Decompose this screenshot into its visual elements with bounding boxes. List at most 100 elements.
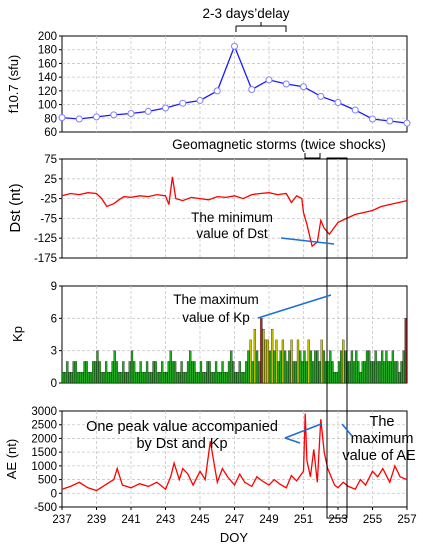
series-f107	[58, 42, 411, 127]
data-point	[300, 83, 307, 91]
kp-bar	[92, 361, 95, 384]
kp-bar	[240, 372, 244, 384]
kp-bar	[85, 361, 88, 384]
kp-bar	[98, 361, 101, 384]
kp-bar	[253, 328, 257, 384]
kp-bar	[396, 361, 399, 384]
kp-bar	[311, 361, 315, 384]
kp-bar	[117, 372, 121, 384]
kp-bar	[191, 361, 194, 384]
kp-bar	[193, 361, 196, 384]
x-tick-label: 253	[328, 514, 347, 526]
kp-bar	[296, 339, 300, 384]
kp-bar	[104, 361, 108, 384]
kp-bar	[128, 361, 131, 384]
kp-bar	[260, 318, 263, 384]
kp-bar	[255, 350, 259, 384]
kp-bar	[238, 361, 241, 384]
kp-bar	[249, 339, 252, 384]
data-point	[196, 96, 204, 104]
annotation-max-ae-1: The	[370, 414, 395, 430]
kp-bar	[210, 372, 213, 384]
x-tick-label: 251	[294, 514, 313, 526]
kp-bar	[245, 361, 248, 384]
pointer-max-kp	[257, 294, 332, 319]
y-ticks-dst: 75 25 -25 -75 -125 -175	[34, 154, 62, 265]
kp-bar	[273, 350, 276, 384]
y-tick-label: 60	[44, 127, 57, 139]
gridlines-ae	[62, 411, 407, 507]
kp-bar	[365, 350, 369, 384]
kp-bar	[288, 350, 291, 384]
delay-bracket	[235, 22, 287, 32]
kp-bar	[385, 350, 388, 384]
x-tick-label: 257	[397, 514, 416, 526]
kp-bar	[301, 361, 304, 384]
annotations: 2-3 days’delay Geomagnetic storms (twice…	[86, 6, 416, 519]
kp-bar	[61, 372, 65, 384]
y-axis-label-ae: AE (nt)	[4, 439, 19, 479]
kp-bar	[180, 361, 183, 384]
x-tick-label: 241	[121, 514, 140, 526]
y-tick-label: 500	[38, 475, 57, 487]
kp-bar	[268, 350, 272, 384]
kp-bar	[251, 361, 254, 384]
kp-bar	[163, 372, 166, 384]
kp-bar	[173, 361, 177, 384]
kp-bar	[219, 372, 222, 384]
kp-bar	[355, 350, 358, 384]
data-point	[282, 80, 290, 88]
kp-bar	[189, 350, 192, 384]
kp-bar	[383, 361, 386, 384]
kp-bar	[137, 372, 140, 384]
kp-bar	[130, 350, 134, 384]
panel-dst: 75 25 -25 -75 -125 -175 Dst (nt)	[7, 154, 408, 265]
kp-bar	[227, 361, 231, 384]
kp-bar	[329, 350, 332, 384]
kp-bar	[242, 372, 246, 384]
kp-bar	[357, 361, 360, 384]
kp-bar	[70, 372, 73, 384]
kp-bar	[148, 372, 151, 384]
data-point	[75, 115, 83, 123]
kp-bar	[400, 361, 403, 384]
y-tick-label: -500	[34, 502, 57, 514]
annotation-max-ae-2: maximum	[351, 431, 414, 447]
kp-bar	[143, 372, 147, 384]
panel-kp: 0 3 6 9 Kp	[10, 281, 408, 390]
kp-bar	[124, 372, 127, 384]
kp-bar	[199, 361, 203, 384]
data-point	[265, 76, 273, 84]
y-tick-label: 1500	[31, 447, 57, 459]
kp-bar	[206, 361, 209, 384]
kp-bar	[87, 372, 90, 384]
kp-bar	[234, 372, 237, 384]
y-tick-label: 25	[44, 174, 57, 186]
kp-bar	[374, 350, 377, 384]
kp-bar	[389, 361, 392, 384]
pointer-peak-ae-b	[284, 437, 301, 444]
kp-bar	[348, 361, 351, 384]
kp-bar	[294, 361, 297, 384]
plot-area-dst	[61, 158, 408, 259]
storm-window-box	[326, 157, 348, 519]
y-tick-label: 2500	[31, 420, 57, 432]
kp-bar	[378, 361, 382, 384]
kp-bar	[344, 350, 347, 384]
gridlines-dst	[62, 159, 407, 258]
kp-bar	[232, 361, 235, 384]
kp-bar	[342, 339, 345, 384]
kp-bar	[307, 339, 310, 384]
kp-bar	[340, 350, 343, 384]
y-tick-label: -125	[34, 233, 57, 245]
y-tick-label: -25	[40, 194, 57, 206]
data-point	[317, 92, 325, 100]
y-axis-label-dst: Dst (nt)	[7, 183, 24, 232]
kp-bar	[322, 350, 326, 384]
y-tick-label: 180	[38, 45, 57, 57]
